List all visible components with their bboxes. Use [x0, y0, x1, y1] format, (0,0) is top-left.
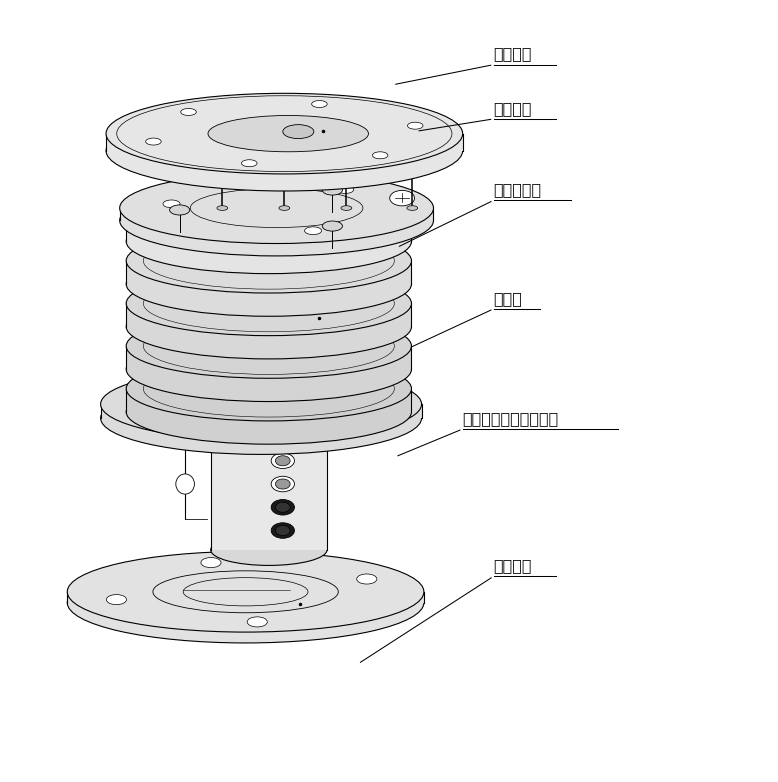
FancyBboxPatch shape: [126, 303, 412, 327]
FancyBboxPatch shape: [126, 346, 412, 369]
Ellipse shape: [241, 160, 257, 167]
Ellipse shape: [126, 252, 412, 316]
Ellipse shape: [126, 337, 412, 401]
FancyBboxPatch shape: [106, 134, 463, 151]
FancyBboxPatch shape: [126, 389, 412, 412]
Ellipse shape: [126, 294, 412, 359]
Ellipse shape: [100, 382, 422, 454]
Ellipse shape: [176, 474, 194, 494]
Ellipse shape: [106, 110, 463, 191]
Ellipse shape: [282, 124, 314, 138]
Ellipse shape: [356, 574, 377, 584]
Ellipse shape: [120, 173, 433, 243]
Ellipse shape: [126, 209, 412, 274]
FancyBboxPatch shape: [120, 208, 433, 221]
Ellipse shape: [272, 476, 294, 492]
Ellipse shape: [211, 403, 327, 434]
FancyBboxPatch shape: [126, 218, 412, 242]
Ellipse shape: [211, 534, 327, 565]
Ellipse shape: [126, 314, 412, 378]
Ellipse shape: [145, 138, 161, 145]
Ellipse shape: [337, 185, 354, 193]
Text: 指北箭头: 指北箭头: [494, 101, 532, 116]
Ellipse shape: [312, 101, 328, 107]
Ellipse shape: [107, 594, 127, 604]
Ellipse shape: [275, 479, 290, 489]
Ellipse shape: [264, 393, 282, 403]
Ellipse shape: [275, 526, 290, 536]
Ellipse shape: [390, 190, 415, 206]
Ellipse shape: [208, 116, 369, 152]
Ellipse shape: [201, 558, 221, 568]
Ellipse shape: [126, 228, 412, 293]
Text: 超声波探头: 超声波探头: [494, 182, 541, 197]
Ellipse shape: [272, 523, 294, 538]
Ellipse shape: [67, 551, 424, 632]
Ellipse shape: [272, 453, 294, 468]
FancyBboxPatch shape: [341, 390, 363, 406]
Text: 控制电路: 控制电路: [494, 47, 532, 62]
Ellipse shape: [126, 357, 412, 421]
Ellipse shape: [341, 206, 352, 210]
Text: 百叶箱: 百叶箱: [494, 291, 523, 306]
Ellipse shape: [120, 185, 433, 256]
Ellipse shape: [163, 200, 180, 208]
Ellipse shape: [322, 221, 342, 231]
FancyBboxPatch shape: [211, 418, 327, 550]
Ellipse shape: [217, 206, 228, 210]
Ellipse shape: [247, 617, 268, 627]
FancyBboxPatch shape: [126, 260, 412, 284]
Ellipse shape: [275, 456, 290, 466]
Ellipse shape: [304, 227, 321, 235]
Ellipse shape: [373, 152, 388, 159]
Ellipse shape: [322, 185, 342, 195]
Text: 温度、湿度、气压监测: 温度、湿度、气压监测: [463, 411, 559, 426]
Ellipse shape: [407, 206, 418, 210]
Ellipse shape: [126, 380, 412, 444]
Ellipse shape: [170, 205, 190, 215]
Ellipse shape: [126, 271, 412, 335]
Ellipse shape: [100, 368, 422, 440]
Ellipse shape: [279, 206, 289, 210]
Ellipse shape: [272, 500, 294, 515]
FancyBboxPatch shape: [149, 390, 170, 406]
FancyBboxPatch shape: [100, 404, 422, 418]
Ellipse shape: [408, 122, 423, 129]
Ellipse shape: [67, 562, 424, 643]
Ellipse shape: [106, 93, 463, 174]
Ellipse shape: [126, 186, 412, 250]
Ellipse shape: [180, 109, 196, 116]
Ellipse shape: [275, 502, 290, 512]
Text: 固定法兰: 固定法兰: [494, 558, 532, 573]
FancyBboxPatch shape: [67, 592, 424, 603]
